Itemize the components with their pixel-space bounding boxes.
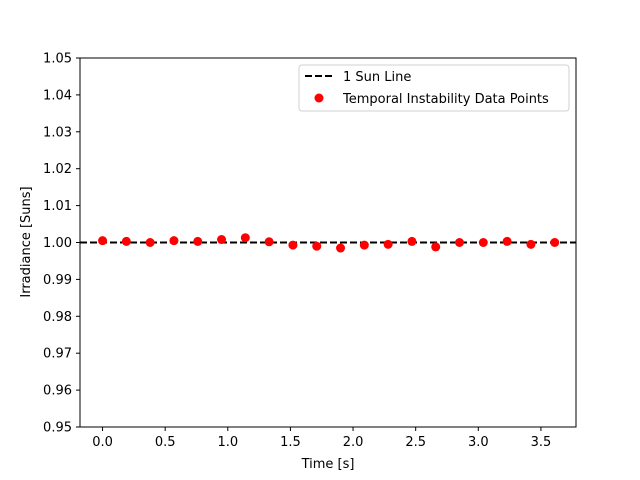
data-point (383, 239, 393, 249)
x-tick-label: 2.5 (405, 435, 426, 450)
data-point (407, 236, 417, 246)
x-axis-label: Time [s] (301, 457, 355, 472)
data-point (478, 238, 488, 247)
y-tick-label: 1.01 (43, 199, 72, 214)
y-tick-label: 1.00 (43, 236, 72, 251)
data-point (336, 243, 346, 253)
y-tick-label: 0.97 (43, 347, 72, 362)
y-tick-label: 1.04 (43, 88, 72, 103)
data-point (169, 236, 179, 246)
data-point (550, 238, 560, 247)
data-point (145, 238, 155, 247)
data-point (455, 238, 465, 247)
data-point (264, 237, 274, 247)
legend-box (298, 64, 570, 112)
y-tick-label: 1.05 (43, 52, 72, 67)
y-axis-label: Irradiance [Suns] (19, 186, 34, 297)
data-point (502, 236, 512, 246)
y-tick-label: 0.99 (43, 273, 72, 288)
data-point (359, 240, 369, 250)
legend-label-series: Temporal Instability Data Points (342, 92, 549, 107)
data-point (193, 236, 203, 246)
y-tick-label: 1.02 (43, 162, 72, 177)
data-point (98, 236, 108, 246)
data-point (217, 235, 227, 245)
legend-marker-swatch (314, 93, 324, 103)
data-points-layer (98, 233, 560, 253)
x-tick-label: 0.0 (92, 435, 113, 450)
y-tick-label: 0.96 (43, 384, 72, 399)
x-tick-label: 2.0 (343, 435, 364, 450)
data-point (431, 242, 441, 252)
y-tick-label: 0.98 (43, 310, 72, 325)
x-tick-label: 0.5 (155, 435, 176, 450)
data-point (526, 239, 536, 249)
ticks-layer: 0.0 0.5 1.0 1.5 2.0 2.5 3.0 3.5 0.95 0.96 0.97 0.98… (43, 52, 551, 451)
data-point (240, 233, 250, 243)
x-tick-label: 1.5 (280, 435, 301, 450)
data-point (121, 236, 131, 246)
legend: 1 Sun Line Temporal Instability Data Poin… (298, 64, 570, 112)
x-tick-label: 1.0 (217, 435, 238, 450)
data-point (288, 240, 298, 250)
x-tick-label: 3.5 (531, 435, 552, 450)
legend-label-reference: 1 Sun Line (343, 70, 411, 85)
x-tick-label: 3.0 (468, 435, 489, 450)
y-tick-label: 1.03 (43, 125, 72, 140)
data-point (312, 241, 322, 251)
y-tick-label: 0.95 (43, 421, 72, 436)
